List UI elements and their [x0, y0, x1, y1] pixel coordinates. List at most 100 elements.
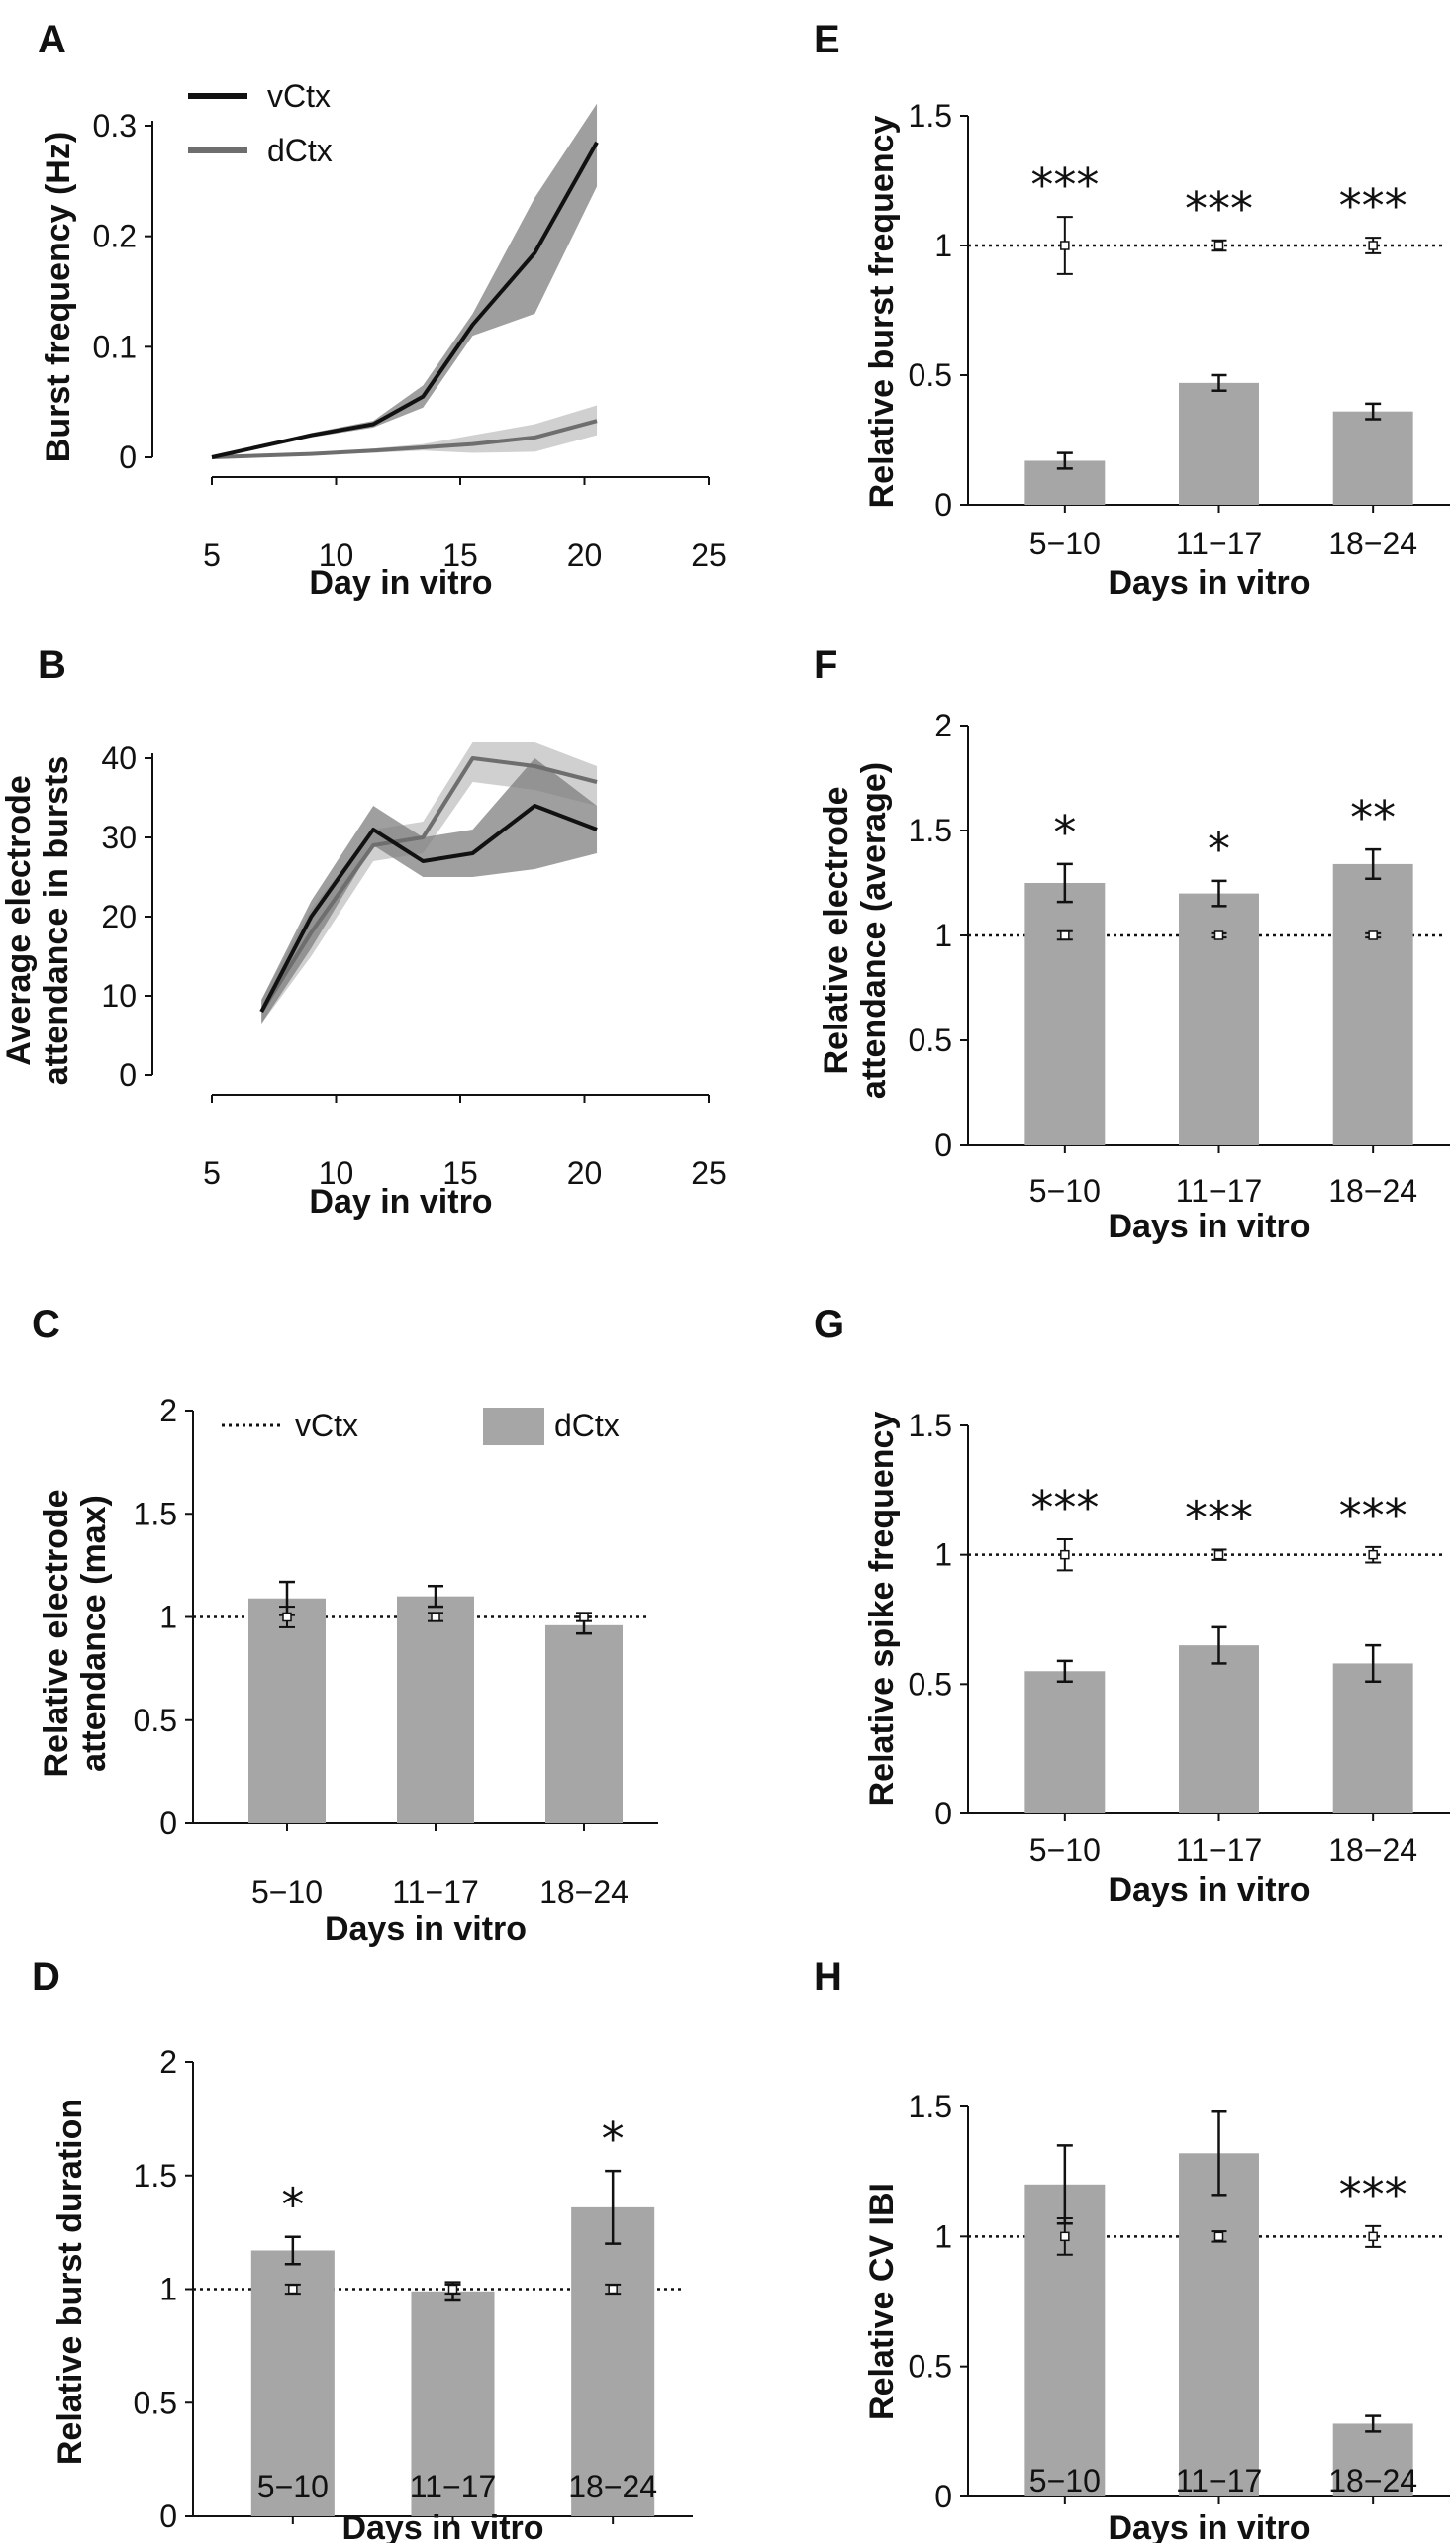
significance-stars: ***	[1185, 1491, 1253, 1544]
error-bar-dctx	[1365, 847, 1382, 881]
y-tick-label: 0	[934, 1796, 952, 1831]
vctx-point	[1368, 1549, 1378, 1560]
y-axis-label: Relative electrode attendance (average)	[818, 762, 893, 1099]
x-tick-label: 5−10	[1029, 1832, 1101, 1868]
legend: vCtx dCtx	[222, 1408, 620, 1445]
error-bar-vctx	[1056, 929, 1073, 941]
panel-letter: C	[32, 1303, 60, 1346]
series-line-vctx	[259, 804, 598, 1013]
y-axis-label: Average electrode attendance in bursts	[0, 756, 75, 1086]
y-tick-label: 20	[101, 899, 137, 934]
y-axis-label-line-1: Relative electrode	[38, 1489, 75, 1777]
significance-stars: ***	[1030, 1481, 1099, 1534]
error-bar-dctx	[1211, 1625, 1227, 1665]
significance-stars: ***	[1339, 2168, 1407, 2221]
x-tick-label: 11−17	[410, 2469, 497, 2504]
significance-stars: ***	[1030, 158, 1099, 212]
x-axis-label: Days in vitro	[1108, 1208, 1310, 1245]
significance-stars: ***	[1185, 182, 1253, 236]
y-tick-label: 1.5	[909, 1408, 952, 1443]
error-bar-vctx	[428, 1612, 443, 1622]
y-axis-label-line-2: attendance in bursts	[38, 756, 75, 1086]
vctx-point	[579, 1612, 589, 1622]
y-tick-label: 30	[101, 820, 137, 855]
y-axis-label-line-1: Relative electrode	[818, 786, 855, 1074]
y-axis-label-text: Relative CV IBI	[863, 2183, 901, 2420]
error-bar-vctx	[1211, 1548, 1227, 1561]
y-tick-label: 1	[934, 1537, 952, 1573]
x-axis-label: Days in vitro	[1108, 1871, 1310, 1908]
x-tick-label: 5	[203, 1155, 221, 1191]
x-tick-label: 5−10	[251, 1874, 323, 1909]
panel-g: G Relative spike frequency 0 0.5 1 1.5 5−10 ***…	[814, 1303, 1450, 1908]
band-dctx	[261, 742, 598, 1024]
y-tick-label: 0.5	[909, 357, 952, 393]
y-tick-label: 1	[159, 1600, 177, 1635]
error-bar-dctx	[1056, 451, 1073, 470]
y-tick-label: 1.5	[909, 2089, 952, 2124]
x-axis-label: Days in vitro	[325, 1910, 527, 1948]
x-axis-label: Day in vitro	[309, 564, 492, 602]
series-line-vctx	[211, 141, 599, 459]
y-axis-label: Relative CV IBI	[863, 2183, 901, 2420]
y-tick-label: 0	[934, 1127, 952, 1163]
y-tick-label: 1	[934, 918, 952, 953]
panel-letter: A	[38, 18, 66, 61]
band-dctx	[212, 405, 598, 457]
vctx-point	[1368, 930, 1378, 940]
panel-letter: G	[814, 1303, 844, 1346]
significance-stars: ***	[1339, 179, 1407, 233]
y-axis-label: Relative electrode attendance (max)	[38, 1489, 113, 1777]
bar-dctx	[1179, 2153, 1259, 2496]
x-tick-label: 11−17	[1176, 1832, 1263, 1868]
x-tick-label: 18−24	[1328, 1832, 1417, 1868]
vctx-point	[1060, 241, 1070, 250]
x-tick-label: 20	[567, 1155, 603, 1191]
significance-stars: *	[1053, 806, 1076, 859]
vctx-point	[1213, 241, 1224, 250]
y-tick-label: 2	[159, 2044, 177, 2080]
vctx-point	[1213, 2231, 1224, 2242]
error-bar-vctx	[284, 2283, 301, 2296]
y-tick-label: 2	[934, 708, 952, 743]
legend: vCtx dCtx	[188, 78, 333, 168]
y-axis-label: Relative burst duration	[51, 2099, 89, 2465]
y-tick-label: 1.5	[909, 98, 952, 134]
y-tick-label: 0.5	[134, 2385, 177, 2420]
y-tick-label: 1	[934, 228, 952, 263]
error-bar-vctx	[576, 1612, 592, 1622]
y-tick-label: 0	[159, 2498, 177, 2534]
bar-dctx	[1332, 1663, 1413, 1813]
x-tick-label: 25	[691, 1155, 727, 1191]
bar-dctx	[1332, 863, 1413, 1145]
error-bar-vctx	[444, 2283, 461, 2296]
error-bar-vctx	[1365, 237, 1382, 254]
y-axis-label-line-1: Average electrode	[0, 775, 38, 1066]
y-axis-label: Burst frequency (Hz)	[40, 132, 77, 462]
vctx-point	[1368, 241, 1378, 250]
panel-letter: D	[32, 1955, 60, 1999]
vctx-point	[1213, 930, 1224, 940]
x-tick-label: 11−17	[1176, 2463, 1263, 2498]
y-axis-label-text: Burst frequency (Hz)	[40, 132, 77, 462]
y-tick-label: 0.5	[909, 2349, 952, 2385]
error-bar-vctx	[1211, 930, 1227, 940]
error-bar-dctx	[1365, 1643, 1382, 1683]
y-axis-label: Relative spike frequency	[863, 1412, 901, 1807]
significance-stars: *	[602, 2112, 625, 2166]
x-tick-label: 10	[319, 1155, 354, 1191]
error-bar-dctx	[1211, 2110, 1227, 2197]
x-tick-label: 5−10	[1029, 1173, 1101, 1209]
y-tick-label: 1.5	[134, 2158, 177, 2194]
error-bar-dctx	[284, 2235, 301, 2266]
legend-label-vctx: vCtx	[295, 1408, 358, 1443]
y-tick-label: 0	[159, 1806, 177, 1841]
error-bar-dctx	[1365, 402, 1382, 421]
panel-e: E Relative burst frequency 0 0.5 1 1.5 5−10 ***…	[814, 18, 1450, 602]
x-tick-label: 11−17	[1176, 526, 1263, 561]
error-bar-vctx	[1056, 216, 1073, 275]
y-axis-label: Relative burst frequency	[863, 116, 901, 509]
vctx-point	[608, 2284, 618, 2295]
vctx-point	[1060, 2231, 1070, 2242]
y-tick-label: 0.3	[93, 108, 137, 144]
